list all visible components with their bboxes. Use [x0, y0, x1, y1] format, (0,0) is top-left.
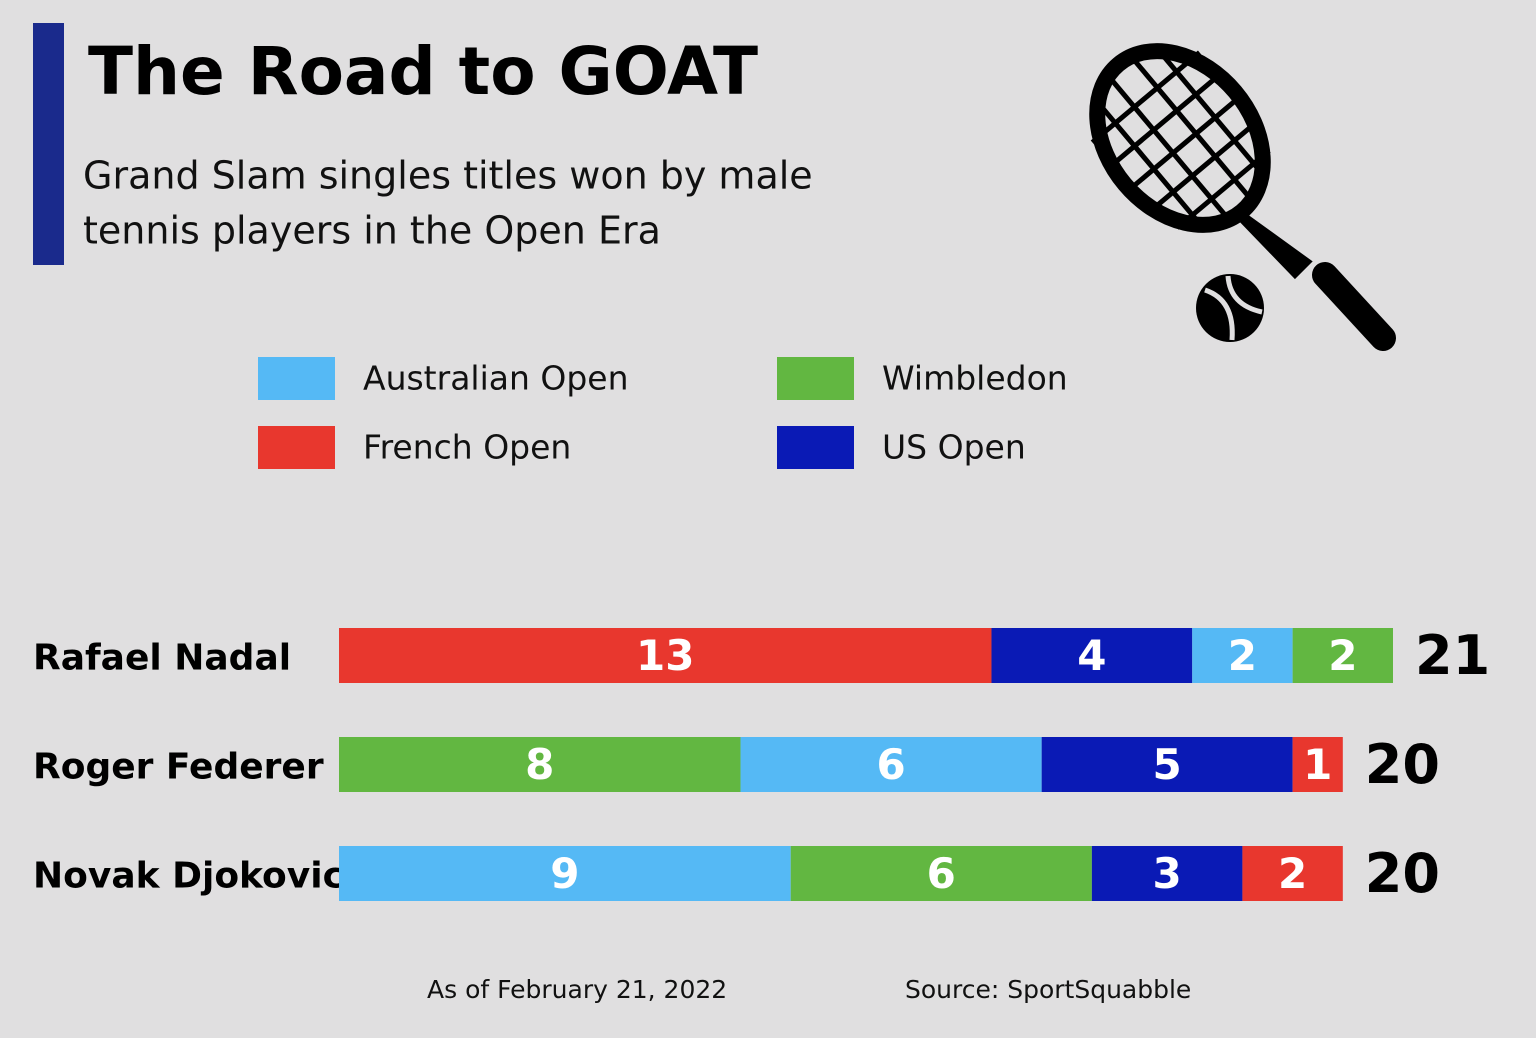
- bar-segment: [1242, 846, 1343, 901]
- bar-segment: [339, 737, 741, 792]
- legend-label: French Open: [363, 428, 571, 467]
- segment-label: 2: [1328, 631, 1357, 680]
- legend-swatch: [777, 426, 854, 469]
- total-label: 20: [1365, 733, 1440, 796]
- subtitle: Grand Slam singles titles won by male: [83, 154, 813, 198]
- segment-label: 5: [1153, 740, 1182, 789]
- segment-label: 3: [1153, 849, 1182, 898]
- category-label: Roger Federer: [33, 747, 324, 788]
- segment-label: 4: [1077, 631, 1106, 680]
- bar-segment: [740, 737, 1042, 792]
- total-label: 20: [1365, 842, 1440, 905]
- bar-segment: [1292, 628, 1393, 683]
- segment-label: 2: [1228, 631, 1257, 680]
- chart-title: The Road to GOAT: [88, 33, 758, 110]
- segment-label: 13: [636, 631, 694, 680]
- category-label: Novak Djokovic: [33, 856, 344, 897]
- bar-segment: [1292, 737, 1343, 792]
- bar-segment: [991, 628, 1193, 683]
- subtitle: tennis players in the Open Era: [83, 209, 661, 253]
- source: Source: SportSquabble: [905, 975, 1191, 1004]
- segment-label: 9: [550, 849, 579, 898]
- legend-swatch: [258, 357, 335, 400]
- accent-bar: [33, 23, 64, 265]
- bar-segment: [1091, 846, 1243, 901]
- category-label: Rafael Nadal: [33, 638, 291, 679]
- bar-segment: [790, 846, 1092, 901]
- legend-swatch: [777, 357, 854, 400]
- segment-label: 6: [876, 740, 905, 789]
- bar-segment: [1041, 737, 1293, 792]
- segment-label: 8: [525, 740, 554, 789]
- segment-label: 1: [1303, 740, 1332, 789]
- segment-label: 6: [927, 849, 956, 898]
- total-label: 21: [1415, 624, 1490, 687]
- bar-segment: [339, 628, 992, 683]
- legend-label: US Open: [882, 428, 1026, 467]
- legend-label: Wimbledon: [882, 359, 1068, 398]
- note: As of February 21, 2022: [427, 975, 727, 1004]
- racket-icon: [1089, 43, 1396, 351]
- legend-label: Australian Open: [363, 359, 629, 398]
- segment-label: 2: [1278, 849, 1307, 898]
- legend-swatch: [258, 426, 335, 469]
- bar-segment: [339, 846, 791, 901]
- bar-segment: [1192, 628, 1293, 683]
